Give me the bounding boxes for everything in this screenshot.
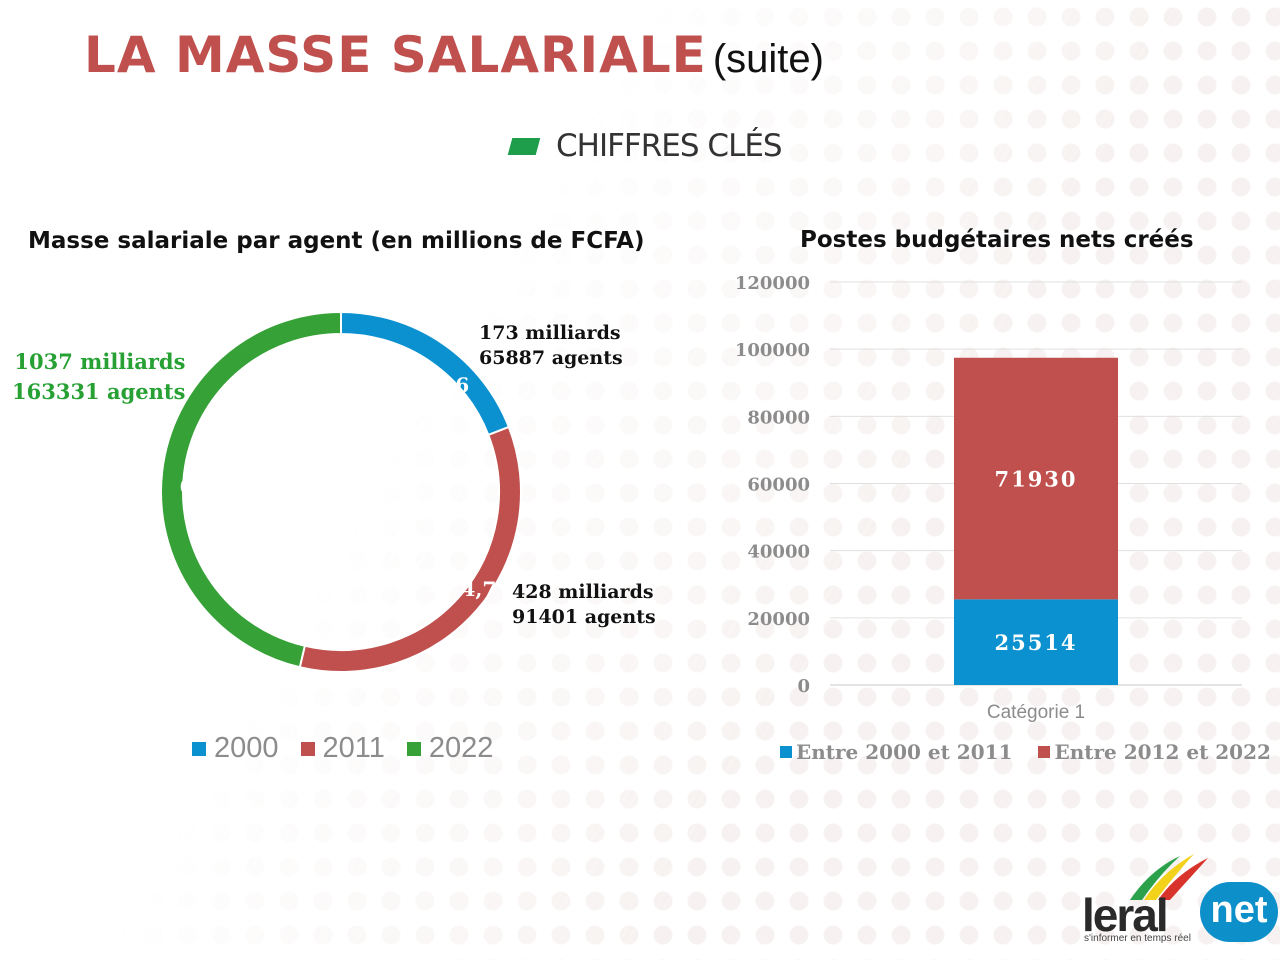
logo-tagline: s'informer en temps réel xyxy=(1084,933,1191,944)
section-label: CHIFFRES CLÉS xyxy=(556,128,783,164)
annotation-2000: 173 milliards 65887 agents xyxy=(479,321,623,371)
donut-slice-2011 xyxy=(298,425,522,673)
bar-segment-1 xyxy=(954,357,1118,600)
annotation-2022-line2: 163331 agents xyxy=(12,379,186,404)
title-suffix: (suite) xyxy=(712,37,824,81)
legend-label: 2011 xyxy=(322,732,385,764)
donut-legend-item-2022: 2022 xyxy=(406,732,494,765)
annotation-2011-line2: 91401 agents xyxy=(512,606,656,628)
y-tick-label: 20000 xyxy=(747,609,810,630)
donut-legend-item-2000: 2000 xyxy=(192,732,279,765)
y-tick-label: 120000 xyxy=(735,273,810,294)
leral-logo: leral s'informer en temps réel net xyxy=(1080,852,1280,952)
bar-value-label-0: 25514 xyxy=(994,630,1077,655)
legend-swatch xyxy=(192,741,206,756)
legend-swatch xyxy=(300,741,315,756)
logo-wordmark: leral xyxy=(1082,889,1169,941)
annotation-2000-line1: 173 milliards xyxy=(479,322,621,344)
logo-flag-icon xyxy=(1130,854,1208,900)
annotation-2022-line1: 1037 milliards xyxy=(14,349,186,374)
annotation-2000-line2: 65887 agents xyxy=(479,347,623,369)
y-tick-label: 100000 xyxy=(735,340,810,361)
donut-legend-item-2011: 2011 xyxy=(300,732,385,765)
donut-value-label-2022: 6,3 xyxy=(180,475,215,499)
donut-slice-2022 xyxy=(160,310,342,669)
bar-value-label-1: 71930 xyxy=(994,467,1077,492)
legend-swatch xyxy=(780,746,792,758)
y-tick-label: 60000 xyxy=(747,475,810,496)
legend-swatch xyxy=(406,741,421,756)
y-tick-label: 80000 xyxy=(747,407,810,428)
annotation-2011-line1: 428 milliards xyxy=(512,581,654,603)
donut-value-label-2000: 2,6 xyxy=(434,373,469,397)
x-category-label: Catégorie 1 xyxy=(987,702,1085,723)
bar-segment-0 xyxy=(954,599,1118,685)
bar-chart-title: Postes budgétaires nets créés xyxy=(800,227,1194,253)
y-tick-label: 40000 xyxy=(747,542,810,563)
legend-label: Entre 2000 et 2011 xyxy=(796,740,1013,764)
bar-legend: Entre 2000 et 2011 Entre 2012 et 2022 xyxy=(780,740,1280,764)
slide-title: LA MASSE SALARIALE (suite) xyxy=(84,26,824,84)
legend-swatch xyxy=(1038,746,1051,758)
legend-label: 2000 xyxy=(214,732,279,764)
annotation-2011: 428 milliards 91401 agents xyxy=(512,580,656,630)
section-heading: CHIFFRES CLÉS xyxy=(507,128,783,164)
title-main: LA MASSE SALARIALE xyxy=(84,26,707,84)
bar-legend-item-0: Entre 2000 et 2011 xyxy=(780,740,1012,764)
legend-label: Entre 2012 et 2022 xyxy=(1054,740,1271,764)
donut-value-label-2011: 4,7 xyxy=(461,577,496,601)
annotation-2022: 1037 milliards 163331 agents xyxy=(12,347,185,407)
donut-legend: 2000 2011 2022 xyxy=(192,732,515,765)
legend-label: 2022 xyxy=(428,732,494,764)
logo-badge: net xyxy=(1200,882,1278,942)
bar-legend-item-1: Entre 2012 et 2022 xyxy=(1038,740,1271,764)
donut-chart-title: Masse salariale par agent (en millions d… xyxy=(28,228,645,254)
y-tick-label: 0 xyxy=(797,676,810,697)
